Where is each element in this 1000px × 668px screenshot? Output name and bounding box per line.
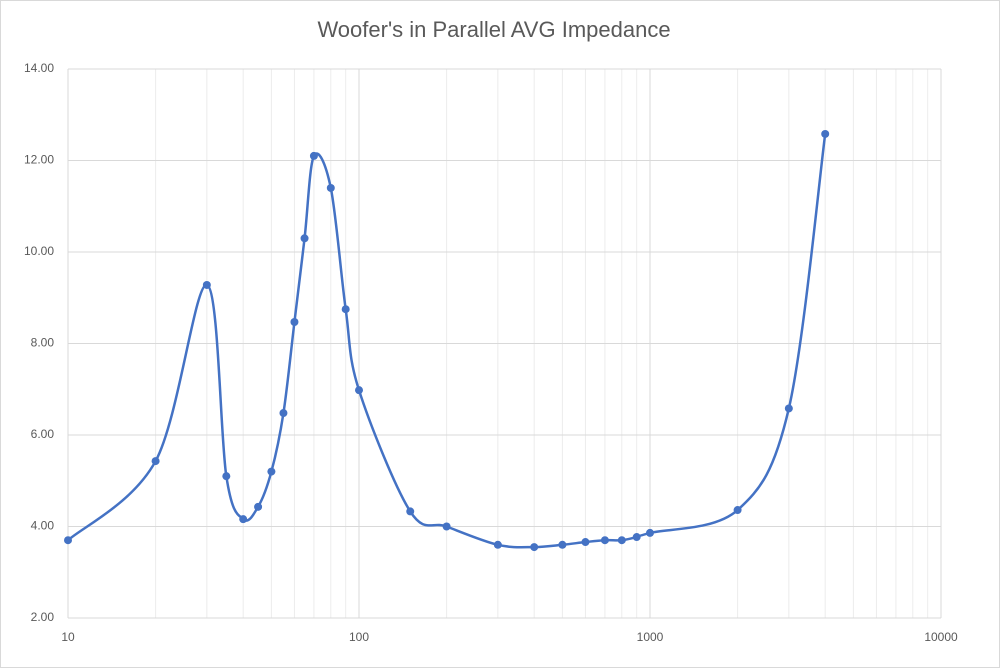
data-point	[290, 317, 299, 326]
y-tick-label: 14.00	[24, 61, 54, 75]
y-tick-label: 8.00	[31, 336, 55, 350]
data-point	[493, 540, 502, 549]
grid: 2.00 4.00 6.00 8.00 10.00 12.00 14.00 10 100 1000…	[24, 61, 958, 644]
data-point	[151, 457, 160, 466]
y-tick-label: 12.00	[24, 153, 54, 167]
data-point	[300, 234, 309, 243]
data-point	[341, 305, 350, 314]
data-point	[784, 404, 793, 413]
data-point	[617, 536, 626, 545]
y-tick-label: 6.00	[31, 427, 55, 441]
data-point	[254, 502, 263, 511]
data-point	[646, 528, 654, 537]
data-point	[442, 522, 451, 531]
y-tick-label: 10.00	[24, 244, 54, 258]
data-point	[581, 538, 590, 547]
data-point	[279, 409, 288, 418]
data-point	[632, 533, 641, 542]
data-point	[406, 507, 415, 516]
x-tick-label: 1000	[637, 630, 664, 644]
data-point	[64, 536, 72, 545]
y-tick-label: 4.00	[31, 519, 55, 533]
data-point	[326, 183, 335, 192]
data-point	[600, 536, 609, 545]
data-point	[222, 472, 231, 481]
data-point	[239, 515, 248, 524]
data-point	[821, 129, 830, 138]
data-point	[309, 151, 318, 160]
y-tick-label: 2.00	[31, 610, 55, 624]
data-point	[558, 540, 567, 549]
data-point	[355, 386, 363, 395]
data-point	[202, 280, 211, 289]
chart-title: Woofer's in Parallel AVG Impedance	[317, 17, 670, 42]
x-tick-label: 100	[349, 630, 369, 644]
x-tick-label: 10	[61, 630, 75, 644]
plot	[64, 129, 830, 552]
data-point	[530, 543, 539, 552]
data-point	[267, 467, 276, 476]
data-point	[733, 506, 742, 515]
x-tick-label: 10000	[924, 630, 958, 644]
